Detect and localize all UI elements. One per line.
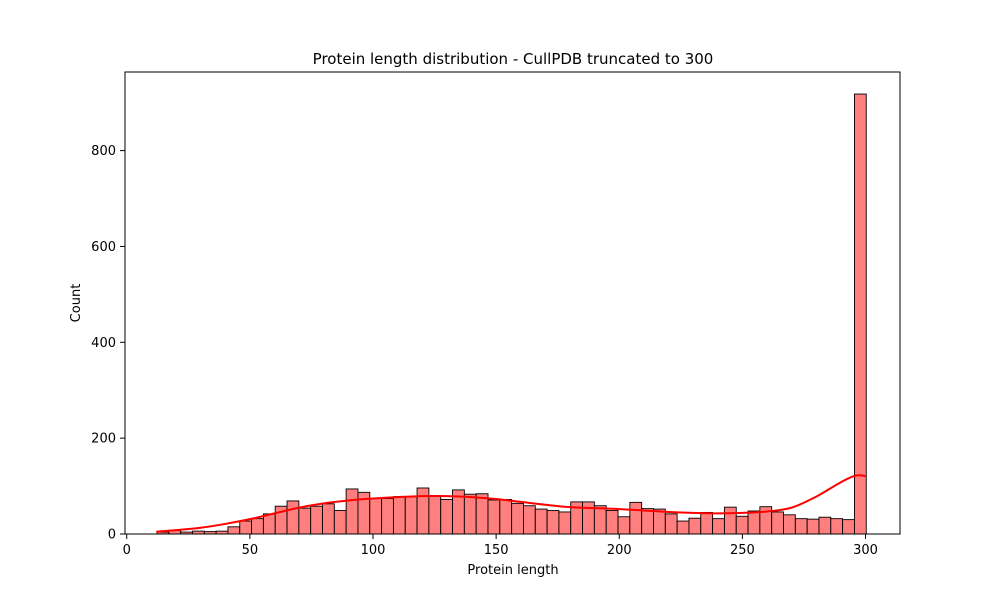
histogram-bar bbox=[794, 518, 808, 535]
kde-line bbox=[156, 474, 866, 533]
histogram-bar bbox=[830, 518, 844, 535]
histogram-bar bbox=[392, 496, 406, 535]
histogram-bar bbox=[499, 499, 513, 535]
histogram-bar bbox=[700, 511, 714, 535]
plot-frame bbox=[124, 71, 901, 535]
histogram-bar bbox=[381, 498, 394, 535]
y-tick-label: 400 bbox=[91, 336, 116, 351]
histogram-bar bbox=[546, 510, 560, 535]
histogram-bar bbox=[582, 501, 595, 535]
x-axis-label: Protein length bbox=[467, 563, 558, 578]
histogram-bar bbox=[523, 505, 536, 535]
histogram-bar bbox=[487, 499, 501, 535]
histogram-bar bbox=[818, 516, 832, 535]
histogram-bar bbox=[251, 518, 264, 535]
histogram-bar bbox=[747, 510, 761, 535]
histogram-bar bbox=[428, 495, 442, 535]
x-tick-label: 200 bbox=[607, 543, 632, 558]
histogram-bar bbox=[416, 487, 430, 535]
x-tick-label: 50 bbox=[242, 543, 259, 558]
histogram-bar bbox=[783, 514, 796, 535]
histogram-bar bbox=[227, 526, 241, 535]
histogram-bar bbox=[369, 498, 383, 535]
histogram-bar bbox=[723, 506, 737, 535]
histogram-bar bbox=[404, 496, 418, 535]
histogram-bar bbox=[333, 510, 347, 535]
histogram-bar bbox=[593, 505, 607, 535]
histogram-bar bbox=[440, 499, 453, 535]
histogram-bar bbox=[664, 513, 678, 535]
y-tick-label: 800 bbox=[91, 144, 116, 159]
histogram-bar bbox=[310, 505, 323, 535]
histogram-bar bbox=[842, 519, 855, 535]
histogram-bar bbox=[676, 520, 690, 535]
histogram-bar bbox=[806, 518, 820, 535]
x-tick-label: 250 bbox=[730, 543, 755, 558]
histogram-bar bbox=[712, 518, 725, 535]
y-tick-label: 600 bbox=[91, 240, 116, 255]
histogram-bar bbox=[558, 511, 572, 535]
y-axis-label: Count bbox=[69, 284, 84, 323]
histogram-bar bbox=[345, 488, 359, 535]
histogram-bar bbox=[298, 507, 312, 535]
histogram-bar bbox=[771, 511, 784, 535]
histogram-bar bbox=[853, 93, 867, 535]
bars-layer bbox=[156, 93, 867, 535]
histogram-bar bbox=[629, 501, 643, 535]
histogram-bar bbox=[735, 515, 749, 535]
histogram-bar bbox=[239, 520, 253, 535]
y-tick-label: 200 bbox=[91, 432, 116, 447]
histogram-bar bbox=[534, 508, 548, 535]
histogram-bar bbox=[511, 502, 524, 535]
x-tick-label: 150 bbox=[484, 543, 509, 558]
chart-title: Protein length distribution - CullPDB tr… bbox=[313, 50, 714, 68]
y-tick-label: 0 bbox=[108, 528, 116, 543]
histogram-bar bbox=[286, 500, 300, 535]
histogram-bar bbox=[262, 513, 276, 535]
histogram-bar bbox=[617, 516, 631, 535]
x-tick-label: 300 bbox=[853, 543, 878, 558]
histogram-bar bbox=[653, 508, 666, 535]
y-axis-ticks: 0 200 400 600 800 bbox=[91, 144, 125, 543]
histogram-bar bbox=[463, 493, 477, 535]
x-tick-label: 0 bbox=[123, 543, 131, 558]
x-tick-label: 100 bbox=[361, 543, 386, 558]
histogram-bar bbox=[322, 503, 335, 535]
histogram-bar bbox=[605, 510, 619, 535]
histogram-bar bbox=[475, 493, 489, 535]
histogram-bar bbox=[641, 508, 654, 535]
x-axis-ticks: 0 50 100 150 200 250 300 bbox=[123, 534, 878, 558]
histogram-bar bbox=[688, 517, 702, 535]
